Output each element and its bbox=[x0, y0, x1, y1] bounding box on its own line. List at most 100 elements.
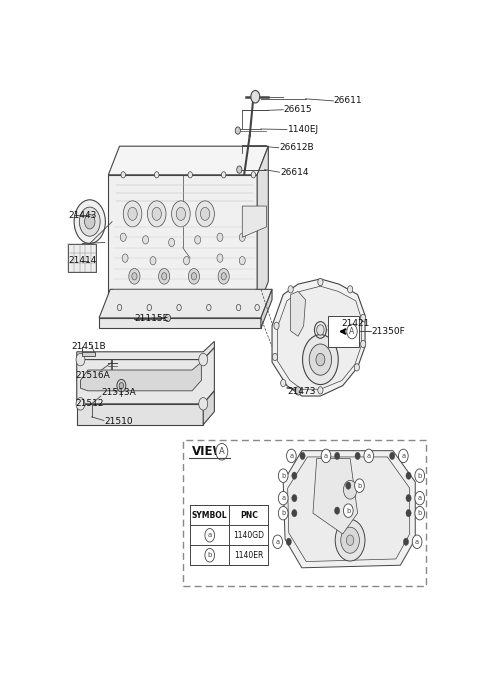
Circle shape bbox=[143, 236, 148, 244]
Text: a: a bbox=[208, 532, 212, 538]
Text: 21443: 21443 bbox=[68, 211, 96, 220]
Text: 21516A: 21516A bbox=[76, 371, 110, 380]
Circle shape bbox=[117, 304, 122, 311]
Polygon shape bbox=[183, 149, 242, 175]
Circle shape bbox=[344, 504, 353, 517]
Polygon shape bbox=[82, 352, 96, 356]
Text: b: b bbox=[357, 483, 361, 489]
Circle shape bbox=[79, 207, 100, 236]
Text: a: a bbox=[401, 453, 406, 459]
Circle shape bbox=[415, 469, 425, 483]
Circle shape bbox=[165, 314, 170, 322]
Polygon shape bbox=[257, 146, 268, 310]
Polygon shape bbox=[77, 341, 215, 360]
Text: 21421: 21421 bbox=[342, 319, 370, 328]
Circle shape bbox=[335, 452, 340, 460]
Circle shape bbox=[196, 201, 215, 227]
Polygon shape bbox=[108, 146, 268, 175]
Circle shape bbox=[172, 201, 190, 227]
Circle shape bbox=[273, 354, 277, 360]
Circle shape bbox=[347, 535, 354, 546]
Circle shape bbox=[415, 506, 425, 520]
Text: 1140EJ: 1140EJ bbox=[288, 125, 319, 134]
Circle shape bbox=[150, 256, 156, 265]
Text: b: b bbox=[346, 508, 350, 514]
Bar bbox=[183, 440, 426, 586]
Text: 21512: 21512 bbox=[76, 400, 104, 408]
Circle shape bbox=[255, 304, 259, 311]
Circle shape bbox=[274, 322, 279, 329]
Polygon shape bbox=[261, 289, 272, 329]
Polygon shape bbox=[77, 404, 203, 425]
Circle shape bbox=[321, 449, 331, 462]
Circle shape bbox=[158, 268, 170, 284]
Circle shape bbox=[348, 286, 353, 293]
Text: b: b bbox=[281, 473, 285, 479]
Circle shape bbox=[403, 538, 408, 546]
Polygon shape bbox=[242, 206, 266, 237]
Circle shape bbox=[292, 510, 297, 516]
Circle shape bbox=[406, 510, 411, 516]
Text: 1140ER: 1140ER bbox=[234, 551, 264, 560]
Circle shape bbox=[155, 172, 159, 178]
Text: 21350F: 21350F bbox=[372, 327, 406, 336]
Circle shape bbox=[295, 387, 301, 395]
Circle shape bbox=[415, 491, 425, 505]
Circle shape bbox=[318, 279, 323, 286]
Circle shape bbox=[300, 452, 305, 460]
Text: 26612B: 26612B bbox=[279, 143, 314, 152]
Circle shape bbox=[347, 324, 357, 339]
Text: 21115E: 21115E bbox=[134, 314, 168, 324]
Circle shape bbox=[273, 535, 282, 548]
Bar bbox=[68, 244, 96, 272]
Text: a: a bbox=[324, 453, 328, 459]
Circle shape bbox=[119, 383, 124, 389]
Circle shape bbox=[221, 272, 226, 280]
Text: SYMBOL: SYMBOL bbox=[192, 511, 228, 520]
Circle shape bbox=[121, 172, 125, 178]
Circle shape bbox=[341, 527, 360, 553]
Circle shape bbox=[287, 449, 296, 462]
Bar bbox=[190, 506, 268, 565]
Circle shape bbox=[406, 472, 411, 479]
Circle shape bbox=[176, 208, 186, 220]
Circle shape bbox=[217, 254, 223, 262]
Circle shape bbox=[192, 272, 196, 280]
Circle shape bbox=[398, 449, 408, 462]
Circle shape bbox=[251, 91, 260, 103]
Polygon shape bbox=[99, 318, 261, 329]
Text: 26614: 26614 bbox=[280, 168, 309, 176]
Circle shape bbox=[251, 172, 256, 178]
Polygon shape bbox=[81, 362, 202, 391]
Circle shape bbox=[286, 538, 291, 546]
Circle shape bbox=[147, 304, 152, 311]
Polygon shape bbox=[283, 451, 415, 568]
Circle shape bbox=[183, 256, 190, 265]
Text: a: a bbox=[418, 495, 422, 501]
Circle shape bbox=[117, 379, 126, 392]
Circle shape bbox=[128, 208, 137, 220]
Circle shape bbox=[201, 208, 210, 220]
Circle shape bbox=[309, 344, 332, 375]
Circle shape bbox=[355, 452, 360, 460]
Circle shape bbox=[205, 548, 215, 562]
Text: VIEW: VIEW bbox=[192, 445, 227, 458]
Text: A: A bbox=[349, 327, 355, 336]
Circle shape bbox=[206, 304, 211, 311]
Polygon shape bbox=[77, 347, 215, 404]
Circle shape bbox=[278, 506, 288, 520]
Circle shape bbox=[199, 397, 208, 410]
Text: b: b bbox=[281, 510, 285, 516]
Text: b: b bbox=[418, 510, 422, 516]
Circle shape bbox=[292, 472, 297, 479]
Polygon shape bbox=[108, 175, 257, 310]
Text: 21513A: 21513A bbox=[102, 388, 136, 397]
Circle shape bbox=[76, 397, 85, 410]
Circle shape bbox=[346, 482, 351, 489]
Polygon shape bbox=[313, 458, 358, 534]
Circle shape bbox=[74, 200, 106, 243]
Polygon shape bbox=[99, 289, 272, 318]
Circle shape bbox=[281, 379, 286, 387]
Text: PNC: PNC bbox=[240, 511, 258, 520]
Circle shape bbox=[390, 452, 395, 460]
